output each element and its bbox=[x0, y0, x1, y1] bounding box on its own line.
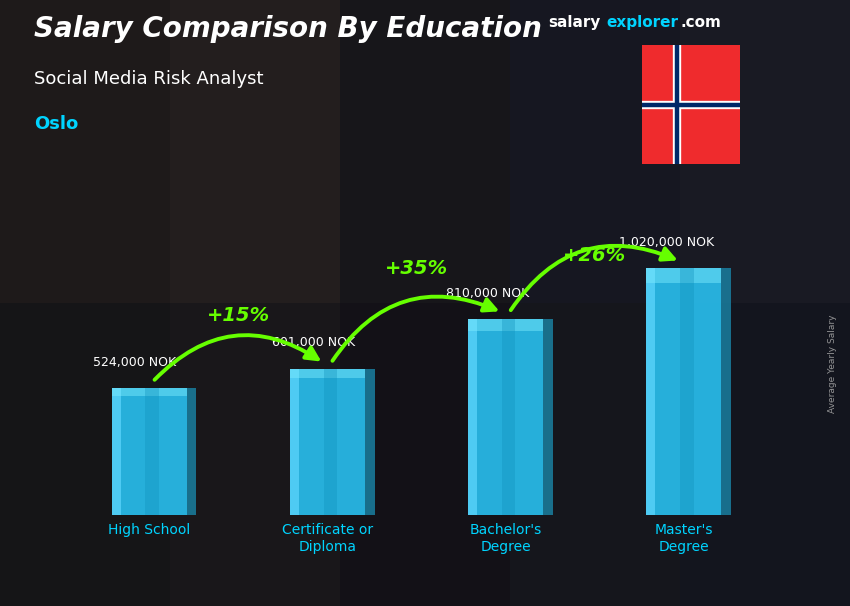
Text: 524,000 NOK: 524,000 NOK bbox=[94, 356, 176, 369]
Text: +26%: +26% bbox=[564, 246, 626, 265]
Text: Oslo: Oslo bbox=[34, 115, 78, 133]
Bar bbox=[186, 388, 196, 515]
Bar bbox=[0, 303, 170, 606]
Bar bbox=[680, 0, 850, 303]
Bar bbox=[722, 268, 731, 515]
Bar bbox=[680, 268, 694, 515]
Text: +15%: +15% bbox=[207, 306, 269, 325]
Bar bbox=[290, 370, 365, 378]
Text: Average Yearly Salary: Average Yearly Salary bbox=[828, 315, 837, 413]
Text: .com: .com bbox=[681, 15, 722, 30]
Bar bbox=[340, 303, 510, 606]
Text: salary: salary bbox=[548, 15, 601, 30]
Bar bbox=[468, 319, 543, 515]
Bar bbox=[510, 303, 680, 606]
Bar bbox=[680, 303, 850, 606]
Bar bbox=[170, 303, 340, 606]
Bar bbox=[111, 388, 186, 396]
Bar bbox=[170, 0, 340, 303]
Text: 810,000 NOK: 810,000 NOK bbox=[446, 287, 530, 300]
Text: +35%: +35% bbox=[385, 259, 448, 278]
Bar bbox=[647, 268, 722, 282]
Text: Social Media Risk Analyst: Social Media Risk Analyst bbox=[34, 70, 264, 88]
Bar bbox=[647, 268, 722, 515]
Bar bbox=[502, 319, 515, 515]
Bar bbox=[468, 319, 477, 515]
Bar bbox=[647, 268, 655, 515]
Text: 1,020,000 NOK: 1,020,000 NOK bbox=[619, 236, 714, 249]
Bar bbox=[111, 388, 186, 515]
Bar bbox=[324, 370, 337, 515]
Bar bbox=[290, 370, 299, 515]
Text: 601,000 NOK: 601,000 NOK bbox=[271, 336, 354, 349]
Text: explorer: explorer bbox=[606, 15, 678, 30]
Text: Salary Comparison By Education: Salary Comparison By Education bbox=[34, 15, 542, 43]
Bar bbox=[340, 0, 510, 303]
Bar bbox=[290, 370, 365, 515]
Bar bbox=[111, 388, 121, 515]
Bar bbox=[365, 370, 375, 515]
Bar bbox=[145, 388, 159, 515]
Bar bbox=[510, 0, 680, 303]
Bar bbox=[468, 319, 543, 330]
Bar bbox=[0, 0, 170, 303]
Bar bbox=[543, 319, 552, 515]
